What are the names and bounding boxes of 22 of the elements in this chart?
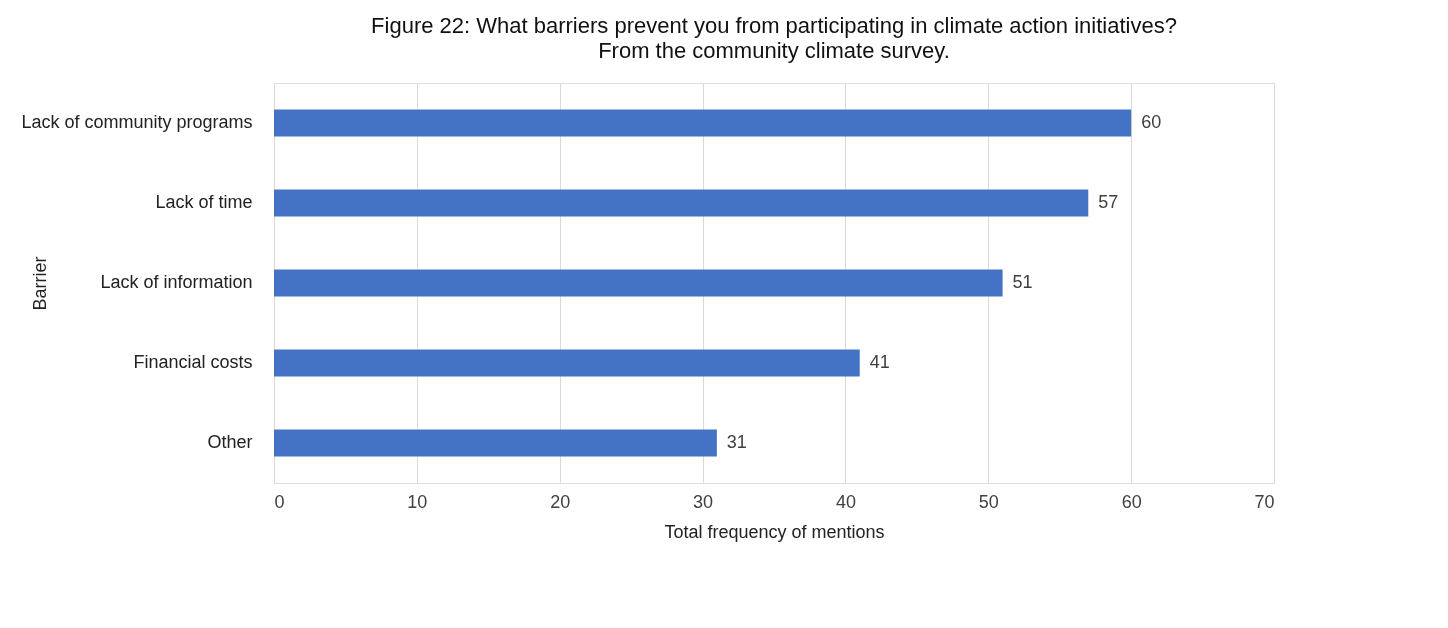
y-tick-label: Lack of information [100,272,253,292]
x-tick-label: 60 [1121,491,1142,512]
x-axis-title: Total frequency of mentions [664,521,885,542]
data-label: 41 [869,352,890,372]
x-tick-label: 0 [274,491,285,512]
x-tick-label: 20 [550,491,571,512]
data-label: 31 [726,432,747,452]
data-label: 60 [1141,112,1162,132]
x-tick-label: 70 [1254,491,1275,512]
x-tick-label: 50 [978,491,999,512]
y-tick-label: Lack of community programs [21,112,253,132]
x-tick-label: 40 [835,491,856,512]
chart-title: Figure 22: What barriers prevent you from participating in climate action initiatives? [371,13,1177,38]
data-label: 57 [1098,192,1119,212]
x-tick-label: 10 [407,491,428,512]
y-tick-label: Financial costs [133,352,253,372]
chart-subtitle: From the community climate survey. [598,38,950,63]
x-tick-label: 30 [693,491,714,512]
y-axis-title: Barrier [29,256,50,311]
data-label: 51 [1012,272,1033,292]
y-tick-label: Other [207,432,253,452]
y-tick-label: Lack of time [155,192,253,212]
